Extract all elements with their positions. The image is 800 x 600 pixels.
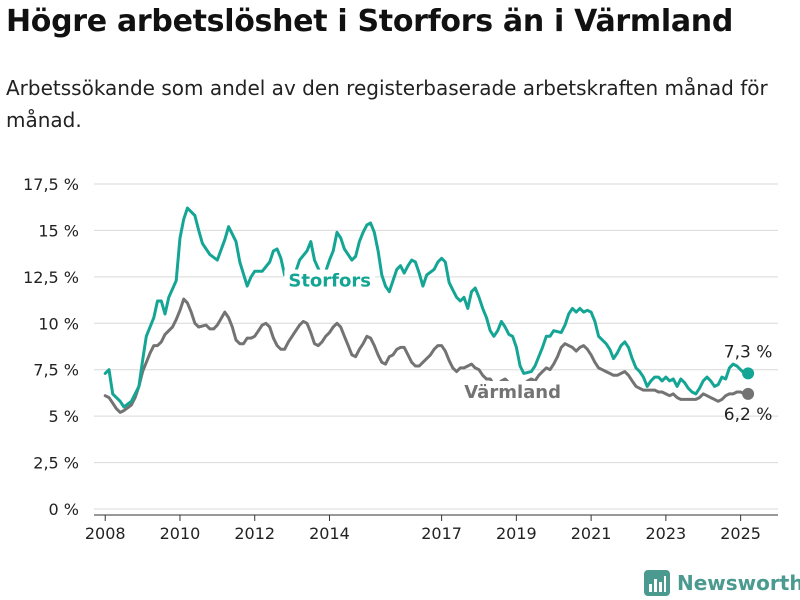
end-point-storfors xyxy=(742,367,755,380)
end-value-label: 6,2 % xyxy=(724,405,773,425)
x-tick-label: 2014 xyxy=(309,524,350,543)
y-tick-label: 10 % xyxy=(38,314,79,333)
x-tick-label: 2023 xyxy=(646,524,687,543)
y-tick-label: 15 % xyxy=(38,221,79,240)
y-tick-label: 2,5 % xyxy=(33,454,79,473)
end-point-varmland xyxy=(742,387,755,400)
label-halo-top xyxy=(460,381,565,404)
x-tick-label: 2010 xyxy=(160,524,201,543)
y-tick-label: 5 % xyxy=(49,407,79,426)
bar-chart-logo-icon xyxy=(644,570,670,596)
series-line-varmland xyxy=(103,297,750,414)
x-axis: 2008 2010 2012 2014 2017 2019 2021 2023 2025 xyxy=(85,514,778,543)
x-tick-label: 2017 xyxy=(421,524,462,543)
x-tick-label: 2021 xyxy=(571,524,612,543)
end-value-label: 7,3 % xyxy=(724,342,773,362)
y-tick-label: 7,5 % xyxy=(33,361,79,380)
grid-lines: 0 % 2,5 % 5 % 7,5 % 10 % 12,5 % 15 % 17,5 % xyxy=(23,175,778,519)
series-label: Storfors xyxy=(288,271,371,292)
x-tick-label: 2012 xyxy=(234,524,275,543)
x-tick-label: 2025 xyxy=(720,524,761,543)
series-lines xyxy=(103,206,755,414)
y-tick-label: 0 % xyxy=(49,500,79,519)
newsworthy-logo: Newsworthy xyxy=(644,568,800,598)
label-halo-top xyxy=(284,269,375,293)
chart-title: Högre arbetslöshet i Storfors än i Värml… xyxy=(6,4,734,39)
brand-name: Newsworthy xyxy=(677,571,800,595)
series-line-storfors xyxy=(103,206,750,409)
y-tick-label: 17,5 % xyxy=(23,175,79,194)
chart-subtitle: Arbetssökande som andel av den registerb… xyxy=(6,76,768,132)
x-tick-label: 2008 xyxy=(85,524,126,543)
y-tick-label: 12,5 % xyxy=(23,268,79,287)
series-labels: Storfors Värmland 7,3 % 6,2 % xyxy=(284,269,773,425)
series-label: Värmland xyxy=(464,382,561,403)
x-tick-label: 2019 xyxy=(496,524,537,543)
